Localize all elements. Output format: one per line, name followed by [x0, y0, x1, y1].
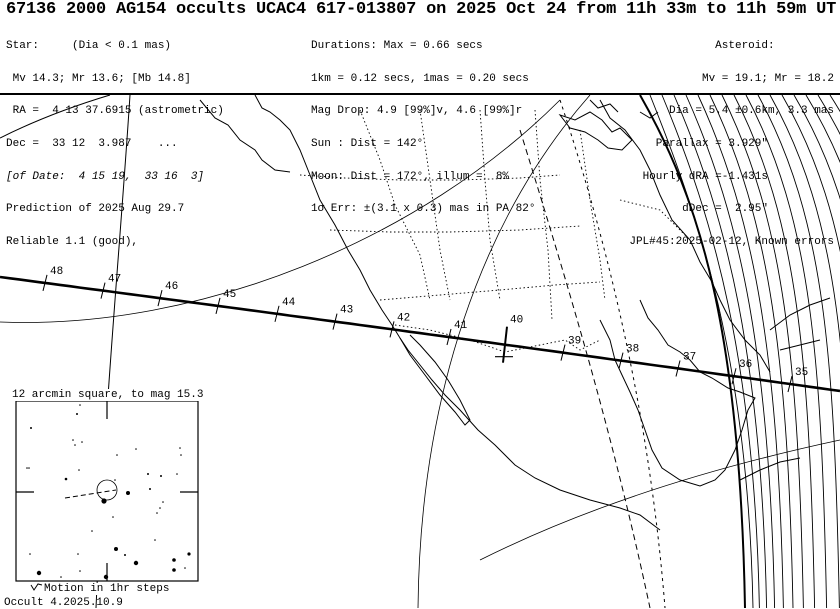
- night-line: [769, 94, 840, 344]
- asteroid-details: Asteroid: Mv = 19.1; Mr = 18.2 Dia = 5.4…: [629, 19, 834, 270]
- terminator-line: [639, 94, 746, 608]
- event-title: 67136 2000 AG154 occults UCAC4 617-01380…: [6, 0, 837, 19]
- night-line: [649, 94, 754, 608]
- night-line: [661, 94, 760, 608]
- header-divider: [0, 93, 840, 95]
- altitude-limit-line: [559, 99, 666, 608]
- star-line: Mv 14.3; Mr 13.6; [Mb 14.8]: [6, 72, 191, 85]
- time-label: 35: [795, 367, 808, 379]
- asteroid-line: Asteroid:: [715, 39, 834, 52]
- duration-line: Durations: Max = 0.66 secs: [311, 39, 483, 52]
- duration-details: Durations: Max = 0.66 secs 1km = 0.12 se…: [311, 19, 535, 237]
- star-line: Dec = 33 12 3.987 ...: [6, 137, 178, 150]
- time-label: 36: [739, 359, 752, 371]
- time-tick: [675, 360, 681, 377]
- time-tick: [560, 344, 566, 361]
- time-tick: [446, 328, 452, 346]
- night-line: [793, 94, 840, 200]
- great-lakes: [558, 99, 659, 151]
- night-line: [781, 94, 840, 253]
- time-tick: [389, 321, 395, 338]
- finder-title: 12 arcmin square, to mag 15.3: [12, 389, 204, 401]
- state-border: [419, 109, 451, 301]
- meridian-line: [95, 94, 131, 608]
- meridian-line: [417, 94, 591, 608]
- time-tick: [42, 274, 48, 292]
- night-line: [829, 94, 840, 113]
- night-line: [697, 94, 784, 608]
- time-tick: [215, 297, 221, 315]
- altitude-limit-line: [519, 129, 651, 608]
- prediction-header: 67136 2000 AG154 occults UCAC4 617-01380…: [0, 0, 840, 247]
- state-border: [534, 109, 553, 321]
- state-border: [579, 129, 606, 301]
- duration-line: Moon: Dist = 172°, illum = 8%: [311, 170, 510, 183]
- time-label: 39: [568, 336, 581, 348]
- coastline-baja: [399, 334, 471, 426]
- asteroid-line: dDec = 2.95": [682, 203, 834, 216]
- night-line: [817, 94, 840, 136]
- state-border: [619, 199, 691, 241]
- time-label: 44: [282, 297, 296, 309]
- time-tick: [731, 368, 737, 385]
- night-line: [745, 94, 828, 608]
- duration-line: 1km = 0.12 secs, 1mas = 0.20 secs: [311, 72, 529, 85]
- state-border: [359, 109, 431, 301]
- night-line: [709, 94, 794, 608]
- time-tick: [274, 305, 280, 322]
- time-label: 37: [683, 351, 696, 363]
- asteroid-line: Mv = 19.1; Mr = 18.2: [701, 72, 834, 85]
- night-line: [805, 94, 840, 164]
- state-border: [379, 281, 601, 301]
- time-label: 45: [223, 289, 236, 301]
- night-line: [733, 94, 816, 608]
- state-border: [479, 109, 501, 301]
- motion-label: Motion in 1hr steps: [44, 583, 170, 595]
- time-label: 38: [626, 344, 639, 356]
- night-line: [757, 94, 840, 608]
- latitude-arc: [0, 94, 111, 139]
- night-line: [721, 94, 804, 608]
- coastline-east: [599, 99, 771, 373]
- duration-line: Sun : Dist = 142°: [311, 137, 424, 150]
- time-tick: [157, 290, 163, 307]
- duration-line: 1σ Err: ±(3.1 x 0.3) mas in PA 82°: [311, 203, 536, 216]
- time-tick: [618, 352, 624, 369]
- time-label: 40: [510, 315, 523, 327]
- asteroid-line: JPL#45:2025-02-12, Known errors: [629, 236, 834, 249]
- asteroid-line: Hourly dRA =-1.431s: [642, 170, 834, 183]
- time-label: 47: [108, 274, 121, 286]
- night-line: [685, 94, 776, 608]
- star-line: Prediction of 2025 Aug 29.7: [6, 203, 185, 216]
- coastline-gulf: [599, 299, 756, 487]
- latitude-arc: [479, 439, 840, 561]
- night-line: [673, 94, 768, 608]
- central-path-line: [0, 275, 840, 393]
- time-label: 43: [340, 305, 353, 317]
- star-line: Star: (Dia < 0.1 mas): [6, 39, 172, 52]
- time-tick: [100, 282, 106, 299]
- latitude-arc: [0, 99, 561, 323]
- state-border: [329, 225, 581, 233]
- asteroid-line: Dia = 5.4 ±0.6km, 3.3 mas: [668, 105, 834, 118]
- star-line: [of Date: 4 15 19, 33 16 3]: [6, 170, 205, 183]
- time-label: 41: [454, 320, 468, 332]
- time-tick: [332, 313, 338, 330]
- star-line: RA = 4 13 37.6915 (astrometric): [6, 105, 224, 118]
- time-label: 48: [50, 266, 63, 278]
- star-details: Star: (Dia < 0.1 mas) Mv 14.3; Mr 13.6; …: [6, 19, 224, 270]
- night-shading: [649, 94, 840, 608]
- duration-line: Mag Drop: 4.9 [99%]v, 4.6 [99%]r: [311, 105, 523, 118]
- time-label: 46: [165, 281, 178, 293]
- time-tick: [787, 375, 793, 393]
- software-version: Occult 4.2025.10.9: [4, 597, 123, 609]
- star-line: Reliable 1.1 (good),: [6, 236, 139, 249]
- time-label: 42: [397, 312, 410, 324]
